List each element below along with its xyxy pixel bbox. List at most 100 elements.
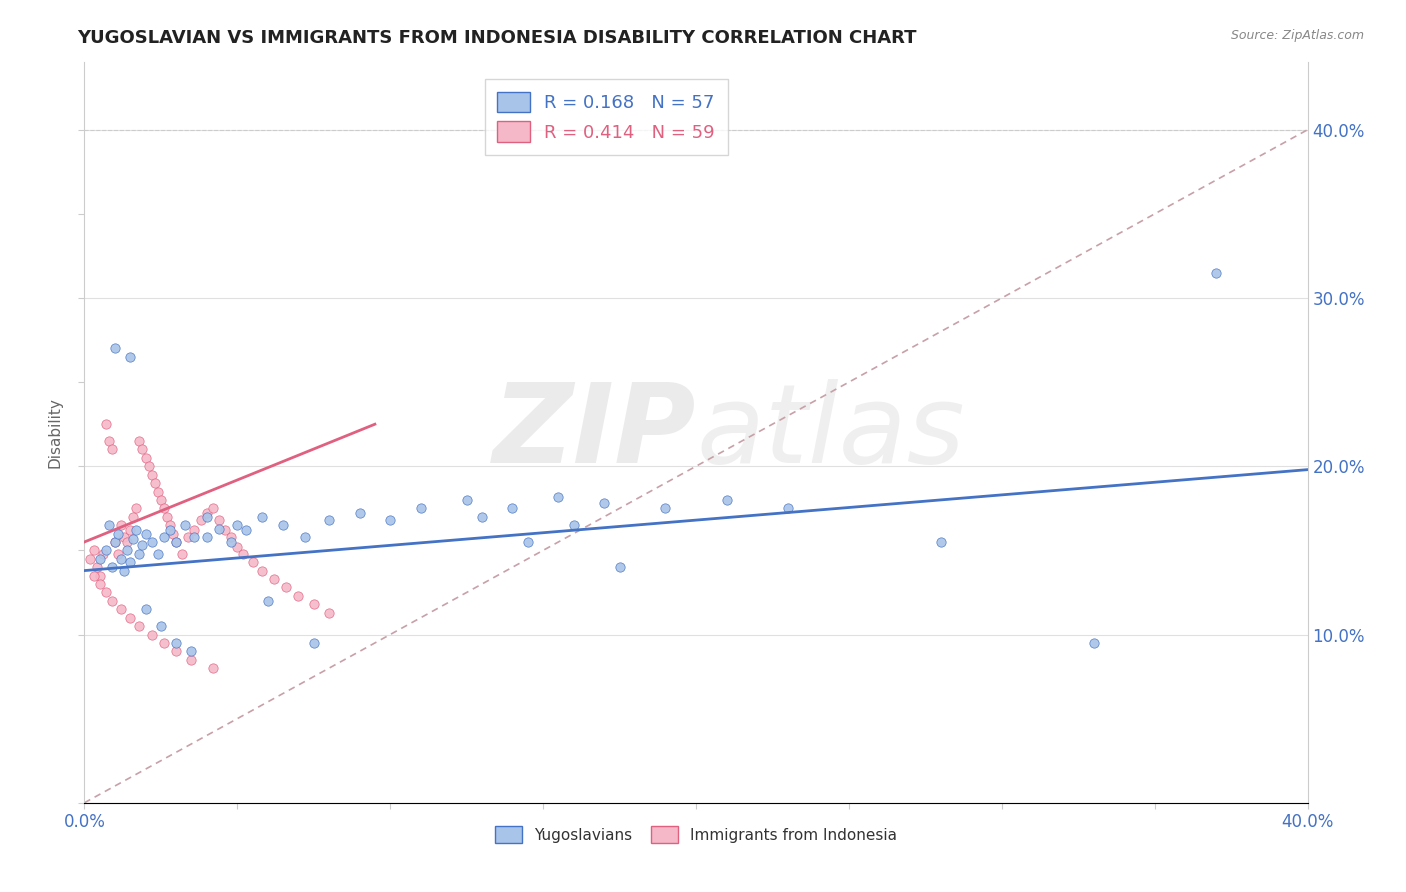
Point (562, 518, 585, 533)
Point (162, 526, 184, 541)
Point (409, 501, 432, 516)
Point (153, 636, 176, 650)
Point (271, 518, 294, 533)
Point (263, 572, 285, 586)
Point (120, 610, 142, 624)
Point (135, 602, 157, 616)
Point (115, 543, 138, 558)
Point (131, 538, 153, 552)
Point (208, 513, 231, 527)
Point (149, 492, 172, 507)
Point (138, 459, 160, 474)
Point (120, 555, 142, 569)
Point (257, 594, 280, 608)
Point (250, 564, 273, 578)
Point (115, 535, 138, 549)
Point (654, 501, 676, 516)
Point (156, 509, 179, 524)
Point (165, 644, 187, 658)
Point (159, 523, 181, 537)
Point (349, 507, 371, 521)
Point (180, 644, 202, 658)
Point (89, 551, 111, 566)
Point (86, 560, 108, 574)
Point (302, 636, 325, 650)
Point (97, 434, 120, 448)
Point (110, 518, 132, 533)
Point (609, 560, 631, 574)
Point (716, 492, 738, 507)
Point (195, 530, 218, 544)
Point (128, 547, 150, 561)
Point (143, 476, 166, 491)
Point (242, 555, 264, 569)
Point (89, 577, 111, 591)
Point (141, 535, 163, 549)
Point (165, 636, 187, 650)
Point (128, 434, 150, 448)
Point (135, 526, 157, 541)
Point (104, 342, 127, 356)
Point (776, 501, 799, 516)
Point (208, 522, 231, 536)
Point (235, 523, 257, 537)
Point (101, 594, 124, 608)
Point (502, 501, 524, 516)
Point (516, 535, 538, 549)
Y-axis label: Disability: Disability (48, 397, 63, 468)
Point (183, 523, 205, 537)
Point (195, 507, 218, 521)
Point (131, 442, 153, 457)
Point (232, 547, 254, 561)
Point (89, 568, 111, 582)
Point (456, 492, 478, 507)
Point (159, 518, 181, 533)
Point (122, 532, 145, 546)
Text: ZIP: ZIP (492, 379, 696, 486)
Point (219, 530, 242, 544)
Point (135, 450, 157, 465)
Point (83, 568, 105, 582)
Point (201, 661, 224, 675)
Point (593, 496, 616, 510)
Point (929, 535, 952, 549)
Point (94, 585, 117, 599)
Point (104, 535, 127, 549)
Point (201, 501, 224, 516)
Text: YUGOSLAVIAN VS IMMIGRANTS FROM INDONESIA DISABILITY CORRELATION CHART: YUGOSLAVIAN VS IMMIGRANTS FROM INDONESIA… (77, 29, 917, 47)
Point (120, 350, 142, 364)
Point (101, 560, 124, 574)
Point (195, 509, 218, 524)
Point (183, 530, 205, 544)
Point (120, 523, 142, 537)
Point (219, 535, 242, 549)
Point (177, 530, 200, 544)
Point (91, 547, 114, 561)
Point (146, 484, 169, 499)
Point (1083, 636, 1105, 650)
Point (302, 597, 325, 611)
Point (101, 442, 124, 457)
Point (471, 509, 494, 524)
Point (94, 417, 117, 432)
Text: Source: ZipAtlas.com: Source: ZipAtlas.com (1230, 29, 1364, 43)
Legend: Yugoslavians, Immigrants from Indonesia: Yugoslavians, Immigrants from Indonesia (486, 819, 905, 851)
Point (165, 535, 187, 549)
Point (214, 523, 236, 537)
Point (94, 543, 117, 558)
Point (250, 509, 273, 524)
Point (165, 535, 187, 549)
Point (190, 513, 212, 527)
Point (107, 526, 129, 541)
Point (110, 602, 132, 616)
Point (149, 619, 172, 633)
Point (125, 501, 148, 516)
Point (141, 627, 163, 641)
Point (276, 581, 298, 595)
Point (287, 589, 309, 603)
Point (146, 547, 169, 561)
Point (79, 551, 101, 566)
Point (174, 518, 197, 533)
Point (104, 535, 127, 549)
Point (112, 530, 135, 544)
